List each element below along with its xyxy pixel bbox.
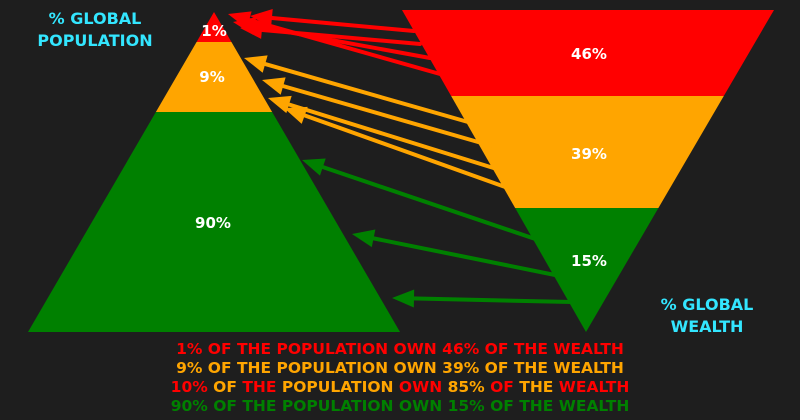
arrow-green-2 [403,296,574,304]
wealth-segment-top [402,10,774,96]
summary-line-3-part-6: 85% [442,378,491,396]
summary-line-3: 10% OF THE POPULATION OWN 85% OF THE WEA… [0,378,800,397]
arrowhead-green-1 [352,229,376,248]
summary-line-1-part-1: 1% OF THE POPULATION OWN 46% OF THE WEAL… [176,340,624,358]
wealth-segment-bottom [515,208,659,332]
population-title-line1: % GLOBAL [48,9,142,28]
summary-line-4: 90% OF THE POPULATION OWN 15% OF THE WEA… [0,397,800,416]
summary-line-3-part-2: OF [207,378,243,396]
arrowhead-orange-3 [284,106,308,124]
summary-line-3-part-1: 10% [170,378,208,396]
arrow-green-0 [313,162,558,248]
summary-line-3-part-8: THE [513,378,559,396]
arrow-orange-2 [279,100,502,172]
population-segment-middle-label: 9% [199,68,224,86]
arrow-red-3 [261,15,416,33]
arrowhead-red-3 [250,9,273,27]
wealth-funnel: 46% 39% 15% [402,10,774,332]
population-segment-top [196,12,232,42]
connector-arrows [228,9,574,308]
population-pyramid: 1% 9% 90% [28,12,400,332]
arrow-red-0 [239,15,442,76]
wealth-title-line1: % GLOBAL [660,295,754,314]
population-segment-top-label: 1% [201,22,226,40]
arrow-orange-3 [295,110,510,190]
arrowhead-orange-0 [244,55,268,73]
summary-line-3-part-4: POPULATION [276,378,399,396]
population-axis-title: % GLOBAL POPULATION [30,8,160,52]
wealth-title-line2: WEALTH [670,317,744,336]
arrow-red-2 [251,27,422,46]
population-segment-bottom-label: 90% [195,214,231,232]
arrowhead-red-2 [240,20,263,39]
summary-line-3-part-3: THE [242,378,277,396]
arrow-orange-1 [273,81,494,148]
wealth-segment-middle [451,96,724,208]
population-segment-bottom [28,112,400,332]
wealth-segment-top-label: 46% [571,45,607,63]
population-title-line2: POPULATION [37,31,153,50]
summary-line-2-part-1: 9% OF THE POPULATION OWN 39% OF THE WEAL… [176,359,624,377]
arrowhead-green-2 [392,289,415,308]
arrowhead-orange-1 [262,77,286,95]
population-segment-middle [155,42,273,112]
summary-text: 1% OF THE POPULATION OWN 46% OF THE WEAL… [0,340,800,416]
summary-line-2: 9% OF THE POPULATION OWN 39% OF THE WEAL… [0,359,800,378]
wealth-segment-bottom-label: 15% [571,252,607,270]
wealth-segment-middle-label: 39% [571,145,607,163]
wealth-axis-title: % GLOBAL WEALTH [642,294,772,338]
arrowhead-green-0 [302,158,326,176]
arrow-orange-0 [255,59,470,124]
summary-line-4-part-1: 90% OF THE POPULATION OWN 15% OF THE WEA… [170,397,630,415]
summary-line-3-part-7: OF [490,378,514,396]
summary-line-3-part-9: WEALTH [558,378,630,396]
summary-line-3-part-5: OWN [398,378,443,396]
arrow-green-1 [363,234,562,278]
summary-line-1: 1% OF THE POPULATION OWN 46% OF THE WEAL… [0,340,800,359]
